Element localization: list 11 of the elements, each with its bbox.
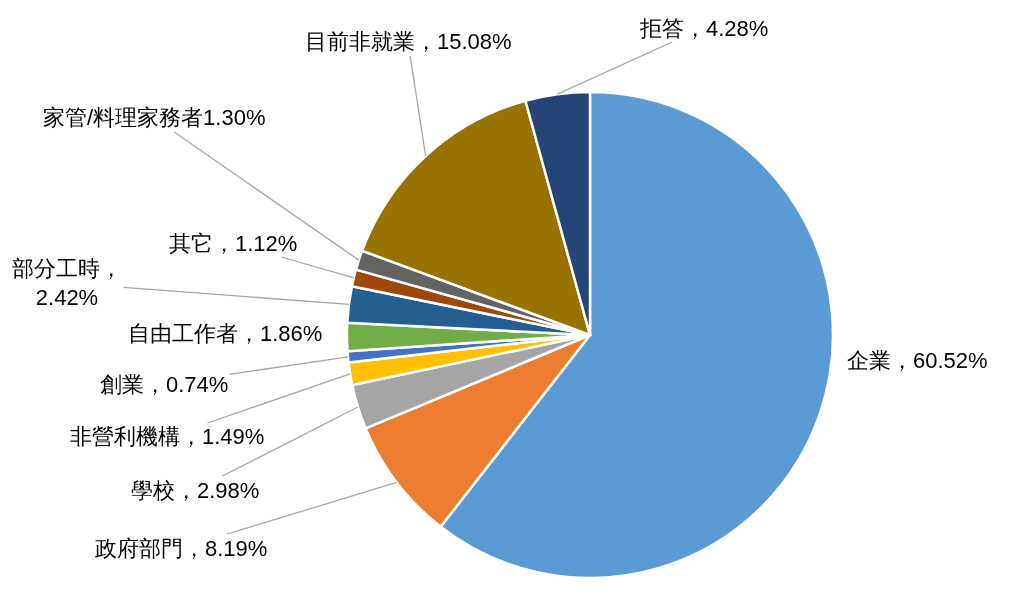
slice-label: 拒答，4.28%	[639, 16, 769, 41]
slice-label: 非營利機構，1.49%	[70, 424, 265, 449]
slice-label: 家管/料理家務者1.30%	[43, 105, 266, 130]
slice-label: 部分工時， 2.42%	[12, 256, 122, 310]
slice-label: 企業，60.52%	[847, 348, 988, 373]
slice-label: 目前非就業，15.08%	[305, 29, 512, 54]
slice-label: 自由工作者，1.86%	[128, 321, 323, 346]
slice-label: 創業，0.74%	[100, 372, 229, 397]
slice-label: 政府部門，8.19%	[95, 536, 268, 561]
slice-label: 學校，2.98%	[131, 478, 260, 503]
slice-label: 其它，1.12%	[169, 231, 298, 256]
